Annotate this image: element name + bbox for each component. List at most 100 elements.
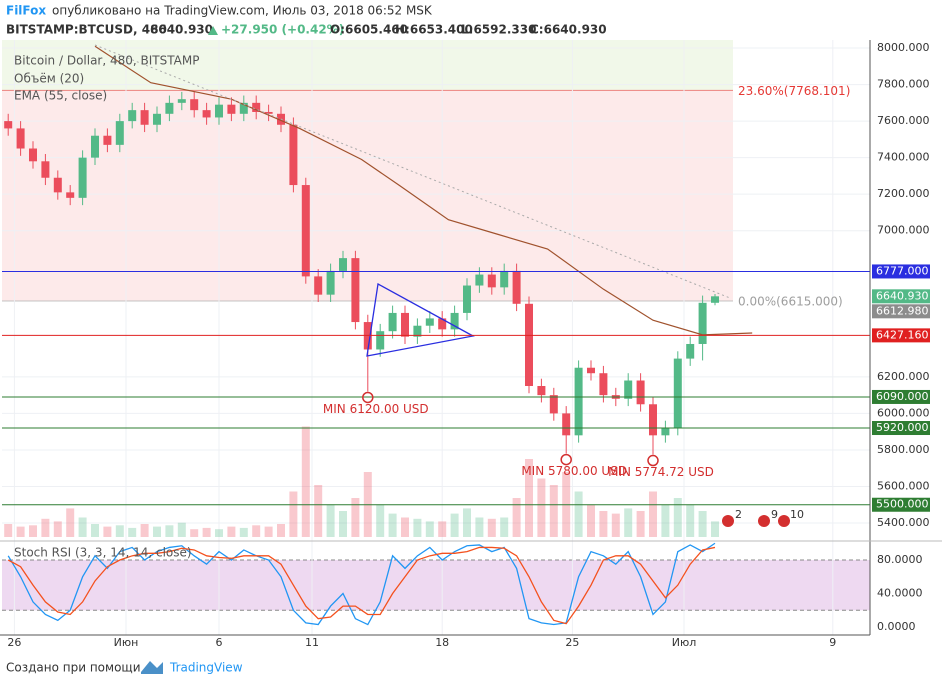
x-tick-label: 6 (216, 636, 223, 649)
candle-body (450, 312, 459, 330)
candle-body (177, 99, 186, 103)
level-label-box (872, 497, 930, 512)
event-flag[interactable] (722, 515, 734, 527)
candle-body (661, 428, 670, 436)
triangle-drawing (366, 282, 475, 357)
volume-bar (512, 498, 521, 537)
candle-body (698, 302, 707, 344)
candle-body (41, 161, 50, 178)
candle-body (301, 185, 310, 277)
candle-body (438, 318, 447, 330)
y-tick-label: 7200.000 (877, 187, 930, 200)
candle-body (53, 177, 62, 193)
up-arrow (208, 26, 218, 35)
volume-bar (611, 513, 620, 537)
candle-body (413, 325, 422, 337)
level-label-box (872, 304, 930, 319)
level-label-box (872, 289, 930, 304)
volume-bar (115, 525, 124, 537)
candle-body (190, 99, 199, 111)
candle-body (401, 312, 409, 337)
candle-body (326, 270, 335, 295)
volume-bar (301, 426, 310, 537)
trend-line (94, 44, 731, 299)
candle-body (140, 110, 149, 125)
y-tick-label: 7000.000 (877, 224, 930, 237)
volume-bar (587, 504, 595, 537)
event-count: 10 (790, 508, 804, 521)
volume-bar (264, 526, 273, 537)
volume-bar (289, 491, 298, 537)
candle-body (264, 111, 273, 114)
level-label: 6640.930 (876, 289, 929, 302)
x-tick-label: 11 (305, 636, 319, 649)
volume-bar (16, 526, 25, 537)
volume-bar (673, 498, 682, 537)
event-icons[interactable]: 2 9 10 (722, 508, 804, 527)
x-tick-label: 26 (7, 636, 21, 649)
volume-bar (66, 508, 75, 537)
volume-bar (41, 518, 50, 537)
candle-body (165, 102, 174, 114)
candle-body (239, 102, 248, 114)
volume-bar (239, 527, 248, 537)
stoch-band (2, 560, 870, 611)
volume-bar (351, 498, 360, 537)
candle-body (636, 380, 645, 405)
legend-stoch: Stoch RSI (3, 3, 14, 14, close) (14, 546, 192, 560)
volume-bar (698, 511, 707, 537)
footer-brand[interactable]: TradingView (169, 661, 243, 675)
candle-body (78, 157, 87, 198)
volume-bar (413, 518, 422, 537)
candle-body (66, 192, 75, 198)
legend-ema: EMA (55, close) (14, 89, 107, 103)
volume-bar (29, 525, 37, 537)
volume-bar (649, 491, 657, 537)
volume-bar (190, 529, 199, 537)
annotation-marker (560, 453, 572, 466)
symbol: BITSTAMP:BTCUSD, 480 (6, 23, 167, 37)
candle-body (4, 121, 13, 129)
volume-bar (401, 517, 409, 537)
volume-bar (53, 521, 62, 537)
candle-body (562, 413, 571, 436)
candle-body (376, 331, 385, 350)
candle-body (525, 303, 533, 386)
level-label: 6090.000 (876, 390, 929, 403)
candle-body (512, 270, 521, 304)
author[interactable]: FilFox (6, 4, 46, 18)
level-label: 6612.980 (876, 304, 929, 317)
price: 6640.930 (150, 23, 213, 37)
candle-body (314, 276, 323, 295)
x-tick-label: 9 (829, 636, 836, 649)
volume-bar (525, 459, 533, 537)
volume-bar (624, 508, 633, 537)
volume-bar (500, 517, 509, 537)
volume-bar (487, 518, 496, 537)
candle-body (115, 121, 124, 145)
event-flag[interactable] (758, 515, 770, 527)
volume-bar (252, 525, 261, 537)
candle-body (711, 296, 719, 303)
level-label-box (872, 264, 930, 279)
annotation-marker (362, 391, 374, 404)
volume-bar (277, 524, 285, 537)
high: H:6653.400 (395, 23, 473, 37)
annotation: MIN 5780.00 USD (521, 464, 627, 478)
candle-body (487, 274, 496, 288)
volume-bar (574, 491, 583, 537)
candle-body (153, 113, 161, 125)
candle-body (463, 285, 471, 313)
level-label-box (872, 328, 930, 343)
candle-body (686, 343, 695, 359)
candle-body (29, 148, 37, 162)
candle-body (587, 367, 595, 374)
event-flag[interactable] (778, 515, 790, 527)
volume-bar (388, 513, 397, 537)
event-count: 9 (771, 508, 778, 521)
x-tick-label: 18 (435, 636, 449, 649)
tv-logo[interactable] (141, 661, 163, 674)
volume-bar (202, 527, 211, 537)
annotation: MIN 6120.00 USD (323, 402, 429, 416)
